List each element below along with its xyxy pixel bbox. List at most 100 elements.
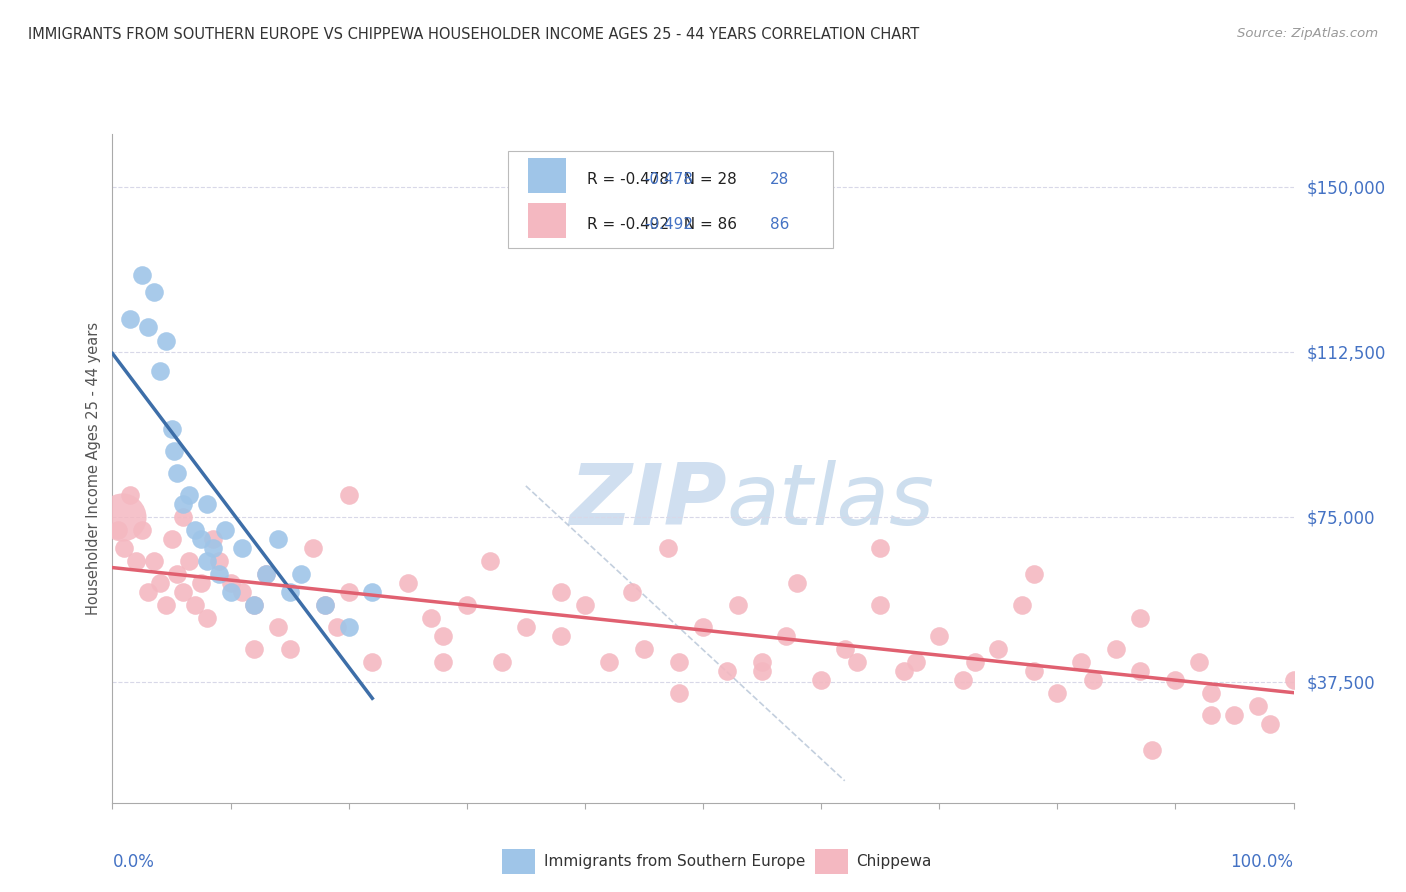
- Point: [208, 554, 231, 568]
- Point: [1081, 673, 1104, 687]
- Point: [1247, 698, 1270, 713]
- Point: [845, 655, 868, 669]
- Point: [987, 641, 1010, 656]
- Point: [621, 584, 644, 599]
- Point: [172, 509, 194, 524]
- Point: [278, 641, 301, 656]
- Point: [166, 466, 188, 480]
- Point: [1282, 673, 1305, 687]
- Point: [120, 488, 142, 502]
- Point: [179, 554, 201, 568]
- Point: [692, 620, 714, 634]
- Point: [131, 523, 153, 537]
- Point: [314, 598, 336, 612]
- Point: [598, 655, 620, 669]
- Point: [142, 554, 165, 568]
- Point: [751, 664, 773, 678]
- Point: [190, 532, 212, 546]
- Bar: [815, 849, 848, 874]
- Point: [214, 523, 236, 537]
- Point: [231, 584, 253, 599]
- Point: [420, 611, 443, 625]
- Point: [179, 488, 201, 502]
- Point: [184, 523, 207, 537]
- Point: [195, 611, 218, 625]
- Point: [195, 496, 218, 510]
- Point: [668, 686, 690, 700]
- Text: R = -0.492   N = 86: R = -0.492 N = 86: [588, 217, 737, 232]
- Point: [775, 628, 797, 642]
- Point: [201, 541, 224, 555]
- FancyBboxPatch shape: [508, 151, 832, 248]
- Point: [432, 628, 454, 642]
- Point: [172, 496, 194, 510]
- Text: -0.478: -0.478: [644, 171, 693, 186]
- Point: [142, 285, 165, 300]
- Point: [120, 311, 142, 326]
- Point: [267, 532, 290, 546]
- Point: [727, 598, 749, 612]
- Point: [160, 422, 183, 436]
- Text: ZIP: ZIP: [569, 460, 727, 543]
- Point: [904, 655, 927, 669]
- Point: [1199, 707, 1222, 722]
- Point: [869, 598, 891, 612]
- Point: [1164, 673, 1187, 687]
- Point: [810, 673, 832, 687]
- Text: Immigrants from Southern Europe: Immigrants from Southern Europe: [544, 855, 804, 869]
- Point: [1022, 566, 1045, 581]
- Point: [278, 584, 301, 599]
- Point: [432, 655, 454, 669]
- Point: [155, 334, 177, 348]
- Point: [112, 541, 135, 555]
- Point: [963, 655, 986, 669]
- Text: Source: ZipAtlas.com: Source: ZipAtlas.com: [1237, 27, 1378, 40]
- Point: [254, 566, 277, 581]
- Point: [657, 541, 679, 555]
- Point: [668, 655, 690, 669]
- Point: [834, 641, 856, 656]
- Text: R = -0.478   N = 28: R = -0.478 N = 28: [588, 171, 737, 186]
- Point: [131, 268, 153, 282]
- Point: [243, 641, 266, 656]
- Point: [136, 584, 159, 599]
- Point: [1129, 664, 1152, 678]
- Point: [195, 554, 218, 568]
- Point: [190, 575, 212, 590]
- Point: [1129, 611, 1152, 625]
- Text: Chippewa: Chippewa: [856, 855, 932, 869]
- Text: 86: 86: [770, 217, 790, 232]
- Point: [574, 598, 596, 612]
- Point: [107, 523, 129, 537]
- Point: [201, 532, 224, 546]
- Point: [1022, 664, 1045, 678]
- Text: 100.0%: 100.0%: [1230, 853, 1294, 871]
- Point: [166, 566, 188, 581]
- Point: [337, 584, 360, 599]
- Point: [1105, 641, 1128, 656]
- Point: [952, 673, 974, 687]
- Point: [716, 664, 738, 678]
- Point: [267, 620, 290, 634]
- Point: [208, 566, 231, 581]
- Text: -0.492: -0.492: [644, 217, 693, 232]
- Point: [1223, 707, 1246, 722]
- Point: [1199, 686, 1222, 700]
- Point: [396, 575, 419, 590]
- Point: [361, 584, 384, 599]
- Point: [550, 628, 572, 642]
- Point: [254, 566, 277, 581]
- Point: [337, 488, 360, 502]
- Point: [243, 598, 266, 612]
- Point: [786, 575, 808, 590]
- Point: [751, 655, 773, 669]
- Y-axis label: Householder Income Ages 25 - 44 years: Householder Income Ages 25 - 44 years: [86, 322, 101, 615]
- Text: IMMIGRANTS FROM SOUTHERN EUROPE VS CHIPPEWA HOUSEHOLDER INCOME AGES 25 - 44 YEAR: IMMIGRANTS FROM SOUTHERN EUROPE VS CHIPP…: [28, 27, 920, 42]
- Point: [219, 575, 242, 590]
- Point: [136, 320, 159, 334]
- Point: [633, 641, 655, 656]
- Point: [290, 566, 312, 581]
- Text: 28: 28: [770, 171, 790, 186]
- Point: [314, 598, 336, 612]
- Point: [243, 598, 266, 612]
